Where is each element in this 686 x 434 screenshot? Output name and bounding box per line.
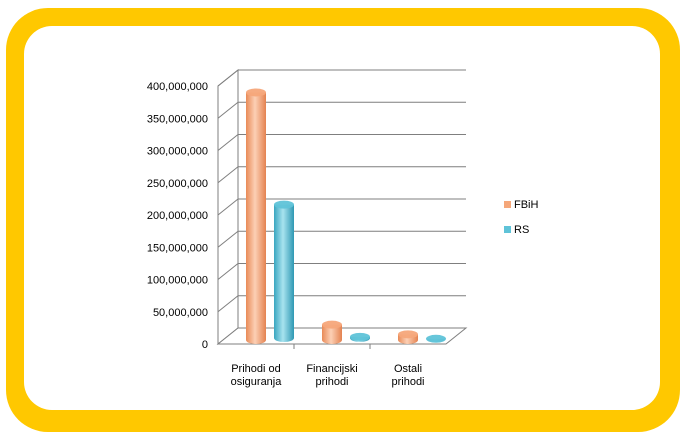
x-category-label: prihodi bbox=[391, 376, 424, 388]
bar-top bbox=[274, 200, 294, 209]
x-category-label: prihodi bbox=[315, 376, 348, 388]
bar-top bbox=[322, 320, 342, 329]
bar-fbih bbox=[246, 88, 266, 344]
bar-top bbox=[350, 332, 370, 341]
gridline-depth bbox=[217, 230, 239, 248]
y-tick-label: 400,000,000 bbox=[147, 81, 208, 93]
y-tick-label: 300,000,000 bbox=[147, 146, 208, 158]
gridline-depth bbox=[217, 101, 239, 119]
bar-body bbox=[246, 92, 266, 344]
y-tick-label: 150,000,000 bbox=[147, 242, 208, 254]
x-category-label: Financijski bbox=[306, 363, 357, 375]
y-tick-label: 250,000,000 bbox=[147, 178, 208, 190]
y-tick-label: 100,000,000 bbox=[147, 275, 208, 287]
bar-rs bbox=[426, 334, 446, 343]
bar-body bbox=[274, 204, 294, 342]
bar-rs bbox=[274, 200, 294, 342]
bar-rs bbox=[350, 332, 370, 342]
bar-top bbox=[398, 330, 418, 339]
bar-top bbox=[426, 334, 446, 343]
bar-top bbox=[246, 88, 266, 97]
y-tick-label: 350,000,000 bbox=[147, 113, 208, 125]
y-tick-label: 50,000,000 bbox=[153, 307, 208, 319]
legend-swatch-fbih bbox=[504, 201, 511, 208]
y-tick-label: 200,000,000 bbox=[147, 210, 208, 222]
x-category-label: osiguranja bbox=[231, 376, 283, 388]
legend-swatch-rs bbox=[504, 226, 511, 233]
y-tick-label: 0 bbox=[202, 339, 208, 351]
legend-label-rs: RS bbox=[514, 224, 529, 236]
x-category-label: Prihodi od bbox=[231, 363, 281, 375]
bar-fbih bbox=[398, 330, 418, 344]
gridline-depth bbox=[217, 166, 239, 184]
x-category-label: Ostali bbox=[394, 363, 422, 375]
legend-label-fbih: FBiH bbox=[514, 199, 539, 211]
bar-fbih bbox=[322, 320, 342, 344]
gridline-depth bbox=[217, 69, 239, 87]
gridline-depth bbox=[217, 263, 239, 280]
gridline-depth bbox=[217, 134, 239, 151]
gridline-depth bbox=[217, 295, 239, 313]
gridline-depth bbox=[217, 198, 239, 216]
chart-panel bbox=[24, 26, 660, 410]
bar-body bbox=[322, 324, 342, 344]
